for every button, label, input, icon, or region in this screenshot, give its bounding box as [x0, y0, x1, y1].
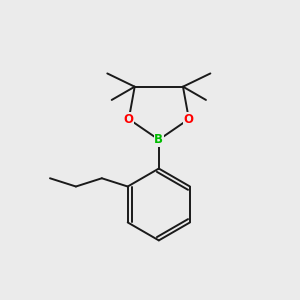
Text: O: O: [124, 112, 134, 126]
Text: O: O: [184, 112, 194, 126]
Text: B: B: [154, 133, 163, 146]
